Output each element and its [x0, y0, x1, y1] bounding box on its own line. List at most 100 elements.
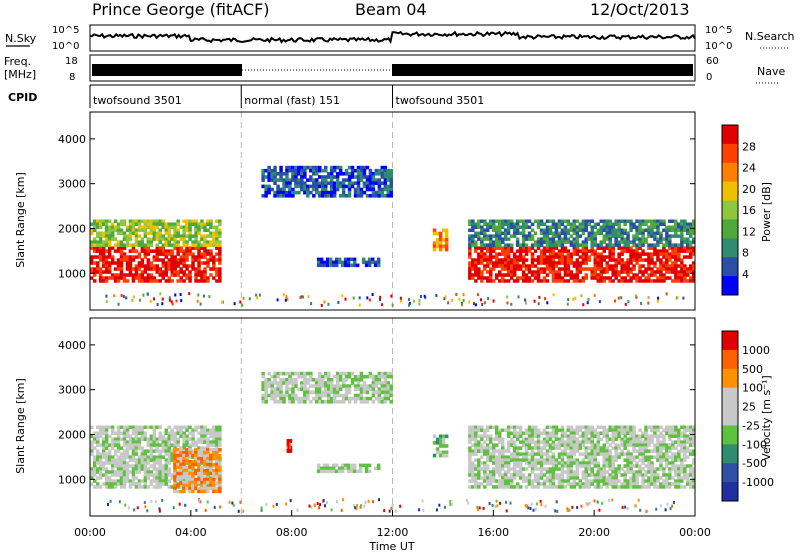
range-cell — [641, 234, 645, 238]
range-cell — [338, 168, 343, 173]
range-cell — [110, 479, 115, 483]
range-cell — [288, 387, 292, 391]
range-cell — [110, 261, 115, 265]
range-cell — [647, 246, 651, 250]
range-cell — [324, 381, 328, 385]
range-cell — [110, 276, 115, 280]
range-cell — [303, 393, 307, 398]
range-cell — [668, 455, 672, 459]
range-cell — [93, 228, 97, 232]
range-cell — [90, 434, 94, 438]
range-cell — [620, 431, 624, 435]
range-cell — [432, 440, 437, 445]
range-cell — [680, 434, 684, 438]
range-cell — [548, 252, 553, 256]
range-cell — [468, 222, 472, 226]
range-cell — [158, 270, 162, 274]
range-cell — [185, 428, 189, 432]
range-cell — [200, 434, 204, 438]
range-cell — [486, 476, 490, 480]
range-cell — [542, 231, 547, 235]
range-cell — [656, 258, 660, 262]
range-cell — [647, 443, 651, 447]
range-cell — [350, 381, 355, 385]
range-cell — [125, 234, 130, 238]
range-cell — [279, 396, 283, 401]
range-cell — [626, 452, 630, 456]
range-cell — [185, 479, 189, 483]
range-cell — [653, 219, 657, 223]
range-cell — [206, 453, 210, 458]
range-cell — [380, 168, 385, 173]
range-cell — [444, 228, 449, 233]
range-cell — [569, 431, 574, 435]
range-cell — [614, 458, 618, 462]
range-cell — [587, 428, 591, 432]
range-cell — [176, 228, 180, 232]
range-cell — [347, 184, 352, 189]
range-cell — [689, 267, 693, 271]
range-cell — [158, 473, 162, 477]
range-cell — [146, 279, 151, 283]
range-cell — [515, 237, 520, 241]
range-cell — [386, 384, 390, 388]
range-cell — [483, 470, 487, 474]
range-cell — [194, 219, 198, 223]
range-cell — [650, 222, 654, 226]
range-cell — [563, 255, 568, 259]
range-cell — [680, 446, 684, 450]
range-cell — [158, 240, 162, 244]
range-cell — [215, 258, 219, 262]
range-cell — [380, 387, 385, 391]
range-cell — [359, 190, 364, 195]
range-cell — [581, 485, 586, 489]
range-cell — [170, 434, 174, 438]
range-cell — [599, 473, 603, 477]
range-cell — [288, 190, 292, 195]
range-cell — [294, 378, 298, 382]
range-cell — [167, 443, 171, 447]
range-cell — [365, 396, 370, 401]
range-cell — [347, 194, 352, 198]
range-cell — [146, 258, 151, 262]
range-cell — [584, 431, 588, 435]
range-cell — [554, 246, 559, 250]
range-cell — [309, 190, 313, 195]
range-cell — [542, 240, 547, 244]
range-cell — [566, 219, 571, 223]
range-cell — [602, 470, 606, 474]
range-cell — [656, 428, 660, 432]
range-cell — [665, 443, 669, 447]
range-cell — [563, 234, 568, 238]
range-cell — [312, 378, 316, 382]
range-cell — [566, 479, 571, 483]
range-cell — [101, 270, 106, 274]
range-cell — [173, 261, 177, 265]
range-cell — [185, 453, 189, 458]
range-cell — [316, 466, 321, 471]
range-cell — [119, 258, 124, 262]
range-cell — [119, 273, 124, 277]
range-cell — [359, 194, 364, 198]
range-cell — [161, 470, 165, 474]
range-cell — [480, 279, 484, 283]
range-cell — [650, 425, 654, 429]
range-cell — [194, 222, 198, 226]
range-cell — [662, 261, 666, 265]
range-cell — [668, 431, 672, 435]
range-cell — [155, 455, 159, 459]
range-cell — [212, 440, 216, 444]
range-cell — [188, 237, 192, 241]
range-cell — [617, 479, 621, 483]
range-cell — [267, 172, 271, 176]
range-cell — [200, 474, 204, 479]
range-cell — [444, 453, 449, 458]
range-cell — [319, 469, 324, 474]
range-cell — [638, 467, 642, 471]
range-cell — [506, 470, 511, 474]
range-cell — [93, 237, 97, 241]
range-cell — [530, 449, 535, 453]
range-cell — [566, 237, 571, 241]
range-cell — [578, 479, 583, 483]
range-cell — [608, 243, 612, 247]
